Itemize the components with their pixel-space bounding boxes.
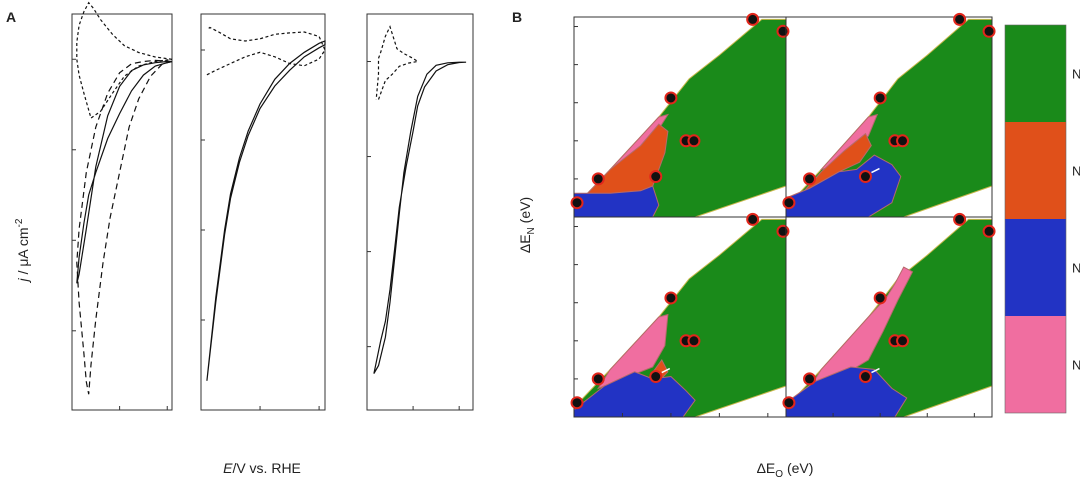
metal-point (953, 12, 967, 26)
panel-b-ylabel: ΔEN (eV) (517, 197, 537, 253)
cv-curve-solid (76, 60, 173, 284)
map-frame (785, 216, 993, 418)
metal-point (873, 291, 887, 305)
legend-label-1: NH3 (1072, 164, 1080, 182)
panel-label-b: B (512, 9, 522, 25)
activity-maps (570, 12, 996, 418)
metal-point (858, 170, 872, 184)
legend-label-main: N (1072, 261, 1080, 276)
legend-swatch-0 (1005, 25, 1066, 122)
activity-map-3 (570, 212, 790, 418)
metal-point (591, 372, 605, 386)
region-n2 (785, 366, 908, 418)
metal-point (782, 396, 796, 410)
panel-a-xlabel: E/V vs. RHE (223, 460, 301, 476)
cv-curve-dotted (76, 1, 173, 120)
legend-label-2: N2 (1072, 261, 1080, 279)
rh-pointer (871, 367, 880, 374)
metal-point (982, 224, 996, 238)
metal-point (803, 172, 817, 186)
legend-label-main: N (1072, 358, 1080, 373)
cv-curve-dotted (375, 25, 420, 100)
panel-a-ylabel: j / μA cm-2 (14, 218, 31, 283)
metal-point (896, 134, 910, 148)
metal-point (746, 12, 760, 26)
metal-point (746, 212, 760, 226)
legend-label-main: NO (1072, 67, 1080, 82)
region-n2o (808, 266, 914, 390)
rh-pointer (871, 167, 880, 174)
cv-curve-solid (373, 61, 467, 374)
panel-label-a: A (6, 9, 16, 25)
region-n2 (573, 185, 660, 218)
plot-frame (366, 13, 474, 411)
metal-point (570, 396, 584, 410)
metal-point (687, 134, 701, 148)
cv-plots (71, 1, 474, 411)
cv-curve-dashed (76, 59, 173, 395)
metal-point (782, 196, 796, 210)
metal-point (776, 24, 790, 38)
legend-label-main: NH (1072, 164, 1080, 179)
metal-point (873, 91, 887, 105)
legend-swatch-2 (1005, 219, 1066, 316)
metal-point (896, 334, 910, 348)
plot-frame (71, 13, 173, 411)
panel-b-xlabel: ΔEO (eV) (757, 460, 814, 478)
activity-map-4 (782, 212, 996, 418)
legend-swatch-1 (1005, 122, 1066, 219)
plot-frame (200, 13, 326, 411)
metal-point (664, 91, 678, 105)
metal-point (858, 370, 872, 384)
legend-swatch-3 (1005, 316, 1066, 413)
metal-point (591, 172, 605, 186)
activity-map-2 (782, 12, 996, 218)
legend-label-3: N2O (1072, 358, 1080, 376)
region-n2 (785, 154, 902, 218)
metal-point (687, 334, 701, 348)
legend-label-0: NO (1072, 67, 1080, 82)
metal-point (982, 24, 996, 38)
activity-map-1 (570, 12, 790, 218)
metal-point (649, 370, 663, 384)
map-axes (573, 26, 975, 418)
cv-curve-solid (206, 40, 326, 381)
metal-point (803, 372, 817, 386)
color-legend: NO NH3 N2 N2O (1004, 24, 1080, 414)
metal-point (664, 291, 678, 305)
cv-plot-rh (366, 13, 474, 411)
metal-point (570, 196, 584, 210)
metal-point (649, 170, 663, 184)
cv-plot-ru (200, 13, 326, 411)
metal-point (776, 224, 790, 238)
metal-point (953, 212, 967, 226)
rh-pointer (661, 367, 671, 374)
cv-curve-dotted (206, 26, 326, 76)
cv-plot-ir (71, 1, 173, 411)
legend-frame (1004, 24, 1067, 414)
